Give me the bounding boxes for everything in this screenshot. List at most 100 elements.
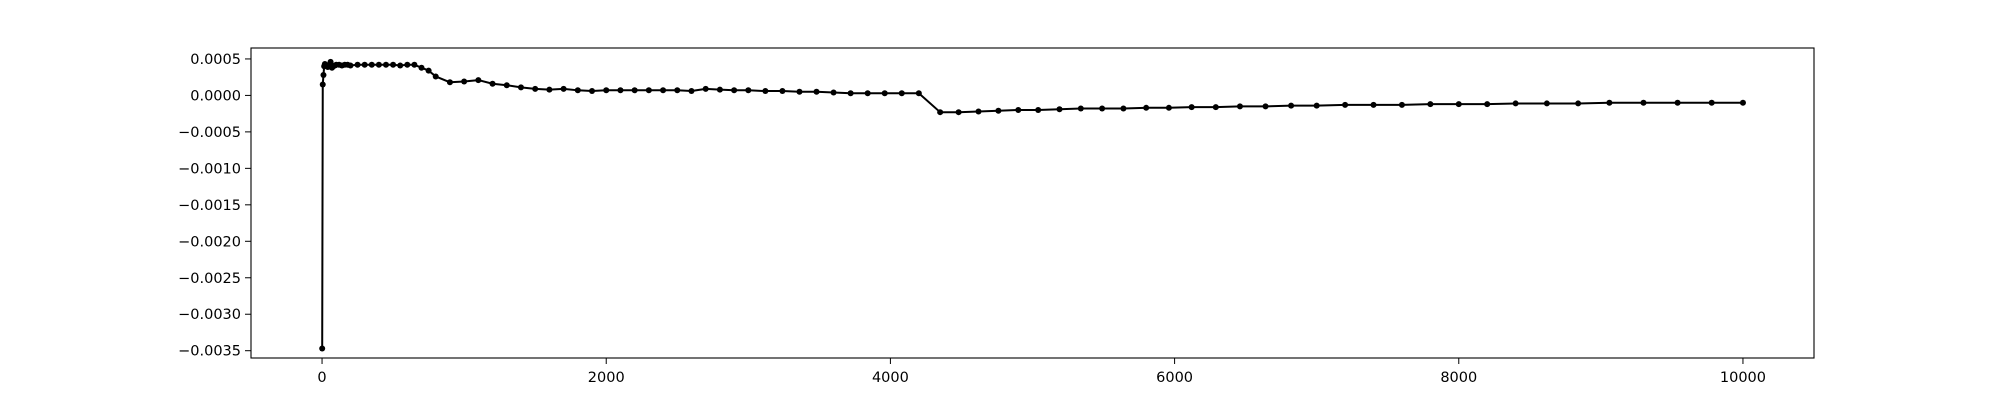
data-point <box>1077 105 1084 112</box>
data-point <box>617 87 624 94</box>
data-point <box>955 109 962 116</box>
data-point <box>560 85 567 92</box>
data-point <box>404 61 411 68</box>
data-point <box>1342 101 1349 108</box>
data-point <box>1165 104 1172 111</box>
data-point <box>446 79 453 86</box>
data-point <box>320 71 327 78</box>
data-point <box>1739 99 1746 106</box>
data-point <box>1035 107 1042 113</box>
data-point <box>368 61 375 68</box>
data-point <box>898 90 905 97</box>
data-point <box>532 85 539 92</box>
data-point <box>319 81 326 88</box>
data-point <box>762 88 769 95</box>
data-point <box>1427 101 1434 108</box>
data-point <box>847 90 854 97</box>
data-point <box>813 88 820 95</box>
data-point <box>745 87 752 94</box>
data-point <box>361 61 368 68</box>
data-point <box>881 90 888 97</box>
data-point <box>390 61 397 68</box>
data-point <box>375 61 382 68</box>
x-tick-label: 8000 <box>1440 370 1477 386</box>
y-tick-label: 0.0005 <box>190 52 241 68</box>
data-point <box>432 73 439 80</box>
data-point <box>1120 105 1127 112</box>
data-point <box>1455 101 1462 108</box>
y-tick-label: 0.0000 <box>190 88 241 104</box>
x-tick-label: 2000 <box>588 370 625 386</box>
y-tick-label: −0.0030 <box>178 307 241 323</box>
data-point <box>1708 99 1715 106</box>
data-point <box>1143 104 1150 111</box>
data-point <box>1313 102 1320 109</box>
data-point <box>674 87 681 94</box>
y-tick-label: −0.0010 <box>178 161 241 177</box>
data-point <box>1015 107 1022 113</box>
series-layer <box>319 58 1746 352</box>
data-point <box>1398 101 1405 108</box>
data-point <box>603 87 610 94</box>
data-point <box>327 58 334 65</box>
data-point <box>1512 100 1519 107</box>
data-point <box>1288 102 1295 109</box>
data-point <box>1484 101 1491 108</box>
data-point <box>347 62 354 69</box>
y-tick-label: −0.0025 <box>178 271 241 287</box>
data-point <box>645 87 652 94</box>
data-point <box>702 85 709 92</box>
data-point <box>1212 104 1219 111</box>
data-point <box>489 80 496 87</box>
x-tick-label: 4000 <box>872 370 909 386</box>
data-point <box>475 77 482 84</box>
data-point <box>382 61 389 68</box>
y-tick-label: −0.0020 <box>178 234 241 250</box>
data-point <box>418 64 425 71</box>
y-tick-label: −0.0005 <box>178 125 241 141</box>
data-point <box>589 88 596 95</box>
data-point <box>574 87 581 94</box>
data-point <box>1575 100 1582 107</box>
data-point <box>779 88 786 95</box>
data-point <box>397 62 404 69</box>
x-tick-label: 6000 <box>1156 370 1193 386</box>
data-point <box>354 61 361 68</box>
y-tick-label: −0.0035 <box>178 344 241 360</box>
data-point <box>1056 106 1063 113</box>
data-point <box>631 87 638 94</box>
data-point <box>1606 99 1613 106</box>
data-point <box>503 82 510 89</box>
data-point <box>688 88 695 95</box>
x-tick-label: 10000 <box>1720 370 1766 386</box>
data-point <box>995 107 1002 114</box>
data-point <box>1236 103 1243 110</box>
data-point <box>411 61 418 68</box>
axes-layer: 0 2000 4000 6000 8000 10000 0.0005 0.0000 −0.000… <box>178 47 1815 386</box>
data-point <box>546 86 553 93</box>
data-point <box>1262 103 1269 110</box>
data-point <box>660 87 667 94</box>
data-point <box>975 108 982 115</box>
data-point <box>1543 100 1550 107</box>
data-point <box>1640 99 1647 106</box>
data-point <box>425 67 432 74</box>
series-line <box>321 60 1743 349</box>
data-point <box>1188 104 1195 111</box>
data-point <box>937 109 944 116</box>
x-tick-label: 0 <box>317 370 326 386</box>
data-point <box>731 87 738 94</box>
data-point <box>1099 105 1106 112</box>
data-point <box>319 345 326 352</box>
data-point <box>864 90 871 97</box>
y-tick-label: −0.0015 <box>178 198 241 214</box>
plot-frame <box>250 47 1815 359</box>
data-point <box>1370 101 1377 108</box>
data-point <box>915 90 922 97</box>
data-point <box>517 84 524 91</box>
data-point <box>716 86 723 93</box>
data-point <box>830 89 837 96</box>
data-point <box>796 88 803 95</box>
